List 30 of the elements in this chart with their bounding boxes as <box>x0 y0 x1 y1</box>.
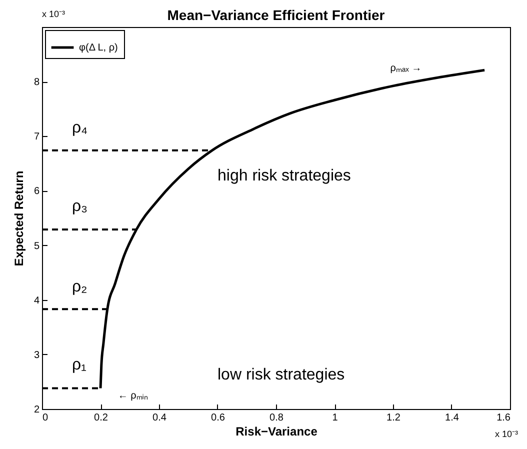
annotation: ρₘₐₓ → <box>390 62 422 74</box>
chart-title: Mean−Variance Efficient Frontier <box>167 7 386 23</box>
x-axis-title: Risk−Variance <box>236 424 318 438</box>
y-tick-label: 2 <box>34 404 40 416</box>
legend-label: φ(Δ L, ρ) <box>79 42 118 54</box>
annotation: low risk strategies <box>218 366 345 384</box>
annotation: ρ₄ <box>72 119 88 136</box>
x-tick-label: 0.8 <box>270 412 284 424</box>
annotation: high risk strategies <box>218 168 351 185</box>
y-axis-title: Expected Return <box>12 170 26 266</box>
y-tick-label: 8 <box>34 77 40 88</box>
text: x 10⁻³ <box>494 429 518 439</box>
annotation: ← ρₘᵢₙ <box>118 390 148 402</box>
x-tick-label: 0.6 <box>211 412 226 424</box>
x-tick-label: 1 <box>332 412 338 424</box>
x-tick-label: 0.2 <box>94 412 108 424</box>
y-tick-label: 3 <box>34 350 40 361</box>
y-tick-label: 6 <box>34 186 40 198</box>
annotation: ρ₂ <box>72 278 88 296</box>
y-tick-label: 7 <box>34 132 40 143</box>
y-tick-label: 5 <box>34 240 40 252</box>
x-tick-label: 1.2 <box>386 412 401 424</box>
x-tick-label: 1.6 <box>496 412 511 424</box>
x-tick-label: 0.4 <box>152 412 167 424</box>
x-tick-label: 0 <box>42 412 48 424</box>
text: x 10⁻³ <box>42 9 66 19</box>
y-tick-label: 4 <box>34 295 40 306</box>
x-tick-label: 1.4 <box>445 412 460 424</box>
annotation: ρ₁ <box>72 356 86 374</box>
annotation: ρ₃ <box>72 198 88 216</box>
